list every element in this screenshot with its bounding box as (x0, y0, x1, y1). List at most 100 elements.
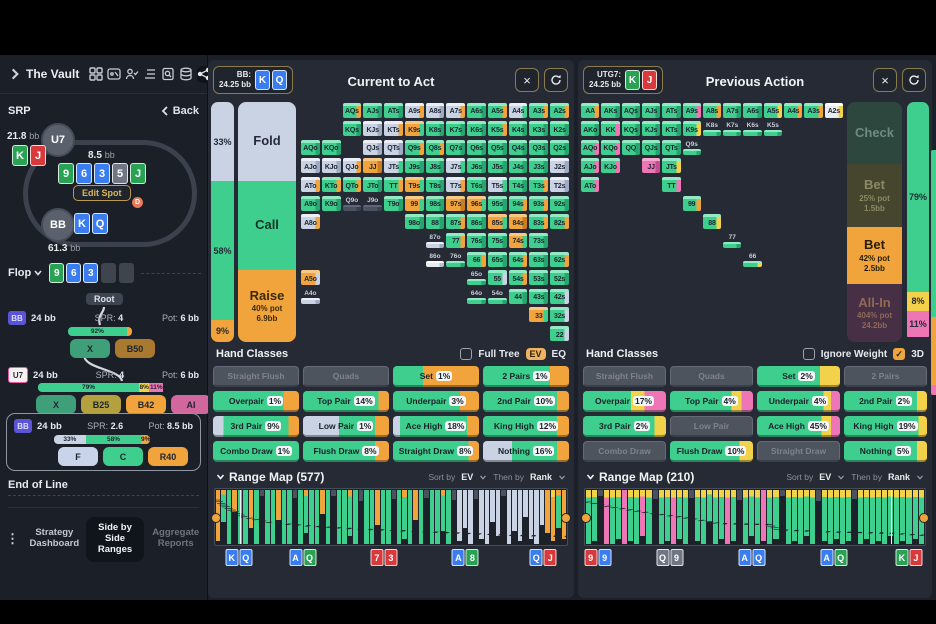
tab-aggregate-reports[interactable]: Aggregate Reports (152, 527, 200, 550)
action-call[interactable]: Call (238, 181, 296, 270)
hand-tile-ATs[interactable]: ATs (384, 102, 403, 118)
range-bar[interactable] (882, 490, 888, 544)
hand-tile-86o[interactable] (425, 260, 445, 267)
hand-tile-KQo[interactable]: KQo (321, 139, 341, 155)
hand-tile-KTs[interactable]: KTs (662, 121, 681, 137)
range-bar[interactable] (616, 490, 622, 539)
hand-tile-A5s[interactable]: A5s (763, 102, 783, 118)
hand-class-overpair[interactable]: Overpair 17% (583, 391, 666, 412)
hand-tile-JTs[interactable]: JTs (662, 158, 681, 174)
hand-tile-AKo[interactable]: AKo (581, 121, 600, 137)
tree-action-button-c[interactable]: C (103, 447, 143, 466)
range-slider-handle-right[interactable] (919, 513, 929, 523)
range-bar[interactable] (809, 490, 815, 544)
range-bar[interactable] (336, 490, 342, 544)
range-slider-handle-left[interactable] (211, 513, 221, 523)
range-bar[interactable] (534, 490, 539, 544)
range-bar[interactable] (858, 490, 864, 544)
range-bar[interactable] (767, 490, 773, 544)
hand-class-2nd-pair[interactable]: 2nd Pair 2% (844, 391, 927, 412)
hand-tile-85s[interactable]: 85s (487, 214, 507, 230)
hand-tile-T4s[interactable]: T4s (508, 177, 528, 193)
hand-tile-A2s[interactable]: A2s (824, 102, 843, 118)
hand-tile-K5s[interactable] (763, 130, 783, 137)
list-icon[interactable] (143, 66, 157, 83)
hand-tile-QQ[interactable]: QQ (621, 139, 640, 155)
hand-tile-K4s[interactable]: K4s (508, 121, 528, 137)
hand-tile-76o[interactable] (446, 260, 466, 267)
range-bar[interactable] (545, 490, 550, 534)
hand-tile-J3s[interactable]: J3s (529, 158, 549, 174)
hand-tile-98o[interactable]: 98o (404, 214, 424, 230)
3d-checkbox[interactable]: ✓ (893, 348, 906, 360)
hand-tile-92s[interactable]: 92s (550, 195, 569, 211)
range-bar[interactable] (694, 490, 700, 542)
range-bar[interactable] (870, 490, 876, 544)
full-tree-checkbox[interactable] (460, 348, 473, 360)
range-bar[interactable] (347, 490, 353, 536)
range-bar[interactable] (462, 490, 468, 528)
ignore-weight-checkbox[interactable] (802, 348, 815, 360)
hand-tile-K9s[interactable]: K9s (404, 121, 424, 137)
hand-tile-33[interactable]: 33 (529, 307, 549, 323)
hand-tile-KJs[interactable]: KJs (363, 121, 383, 137)
range-bar[interactable] (725, 490, 731, 544)
hand-tile-Q2s[interactable]: Q2s (550, 139, 569, 155)
range-bar[interactable] (314, 490, 320, 544)
hand-tile-Q9s[interactable]: Q9s (404, 139, 424, 155)
hand-tile-87o[interactable] (425, 241, 445, 248)
range-bar[interactable] (833, 490, 839, 539)
range-bar[interactable] (900, 490, 906, 542)
hand-tile-63s[interactable]: 63s (529, 251, 549, 267)
range-bar[interactable] (380, 490, 386, 544)
hand-tile-AQo[interactable]: AQo (301, 139, 320, 155)
range-bar[interactable] (876, 490, 882, 542)
hand-tile-Q7s[interactable]: Q7s (446, 139, 466, 155)
hand-tile-22[interactable]: 22 (550, 326, 569, 341)
range-bar[interactable] (773, 490, 779, 539)
range-bar[interactable] (912, 490, 918, 539)
hand-tile-T9s[interactable]: T9s (404, 177, 424, 193)
turn-card-slot[interactable] (101, 263, 117, 283)
range-bar[interactable] (864, 490, 870, 539)
hand-tile-KK[interactable]: KK (601, 121, 620, 137)
hand-tile-TT[interactable]: TT (662, 177, 681, 193)
hand-tile-53s[interactable]: 53s (529, 270, 549, 286)
hand-tile-J4s[interactable]: J4s (508, 158, 528, 174)
hand-tile-32s[interactable]: 32s (550, 307, 569, 323)
range-bar[interactable] (598, 490, 604, 497)
range-bar[interactable] (658, 490, 664, 544)
hand-tile-93s[interactable]: 93s (529, 195, 549, 211)
hand-tile-JJ[interactable]: JJ (363, 158, 383, 174)
range-bar[interactable] (797, 490, 803, 544)
range-bar[interactable] (331, 490, 336, 497)
range-bar[interactable] (386, 490, 391, 544)
hand-tile-A8o[interactable]: A8o (301, 214, 320, 230)
hand-tile-K6s[interactable] (743, 130, 762, 137)
range-map-chart[interactable] (581, 488, 929, 546)
hand-tile-65s[interactable]: 65s (487, 251, 507, 267)
hand-tile-77[interactable]: 77 (446, 232, 466, 248)
chevron-down-icon[interactable] (216, 474, 225, 480)
hand-tile-T3s[interactable]: T3s (529, 177, 549, 193)
hand-tile-J9o[interactable] (363, 204, 383, 211)
hand-tile-QJo[interactable]: QJo (342, 158, 362, 174)
chevron-down-icon[interactable] (586, 474, 595, 480)
action-all-in[interactable]: All-In 404% pot 24.2bb (847, 284, 902, 342)
hand-tile-K2s[interactable]: K2s (550, 121, 569, 137)
flop-selector[interactable]: Flop (8, 267, 42, 279)
hand-tile-KQs[interactable]: KQs (621, 121, 640, 137)
range-bar[interactable] (396, 490, 402, 544)
eq-toggle[interactable]: EQ (551, 348, 566, 360)
range-bar[interactable] (402, 490, 407, 539)
range-bar[interactable] (688, 490, 694, 498)
ev-toggle[interactable]: EV (525, 348, 546, 360)
range-bar[interactable] (523, 490, 528, 517)
hand-tile-A9s[interactable]: A9s (682, 102, 701, 118)
hand-tile-KQo[interactable]: KQo (601, 139, 620, 155)
hand-tile-42s[interactable]: 42s (550, 288, 569, 304)
range-bar[interactable] (429, 490, 435, 544)
